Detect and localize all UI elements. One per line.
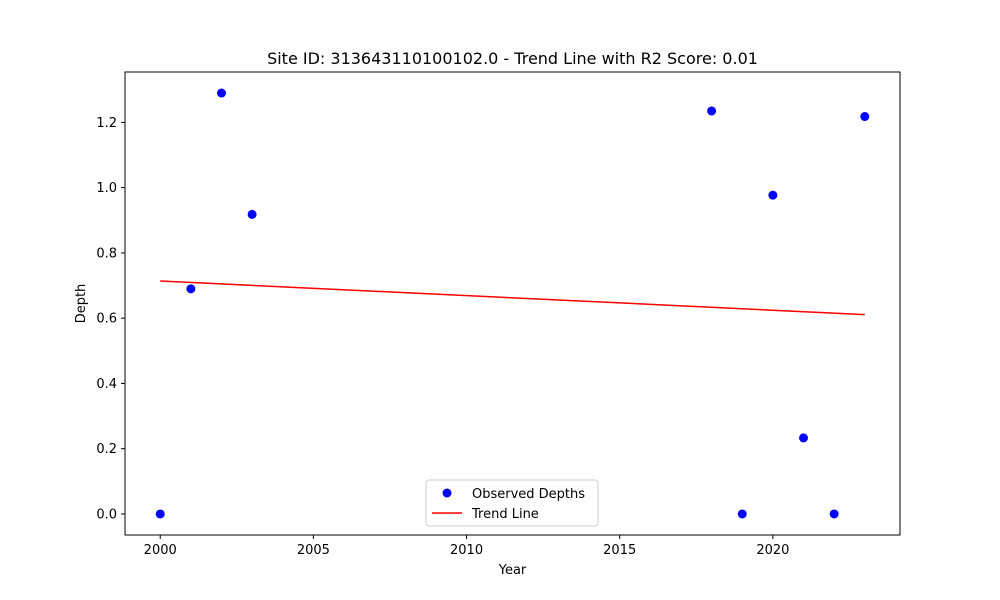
data-point [707, 106, 717, 116]
legend-label-trend-line: Trend Line [471, 507, 539, 522]
data-point [768, 190, 778, 200]
x-tick-label: 2000 [144, 543, 177, 558]
data-point [186, 284, 196, 294]
y-tick-label: 0.4 [96, 377, 117, 392]
x-tick-label: 2015 [603, 543, 636, 558]
trend-line [160, 280, 865, 316]
data-point [737, 509, 747, 519]
x-tick-label: 2020 [756, 543, 789, 558]
data-point [247, 209, 257, 219]
y-tick-label: 0.6 [96, 312, 117, 327]
x-tick-label: 2010 [450, 543, 483, 558]
series-layer [155, 88, 870, 519]
x-tick-label: 2005 [297, 543, 330, 558]
legend: Observed Depths Trend Line [425, 479, 599, 527]
data-point [155, 509, 165, 519]
x-axis: 2000 2005 2010 2015 2020 [144, 535, 789, 558]
plot-frame [124, 71, 901, 536]
plot-area [124, 71, 901, 536]
y-axis-title: Depth [74, 284, 89, 324]
y-tick-label: 1.0 [96, 181, 117, 196]
data-point [216, 88, 226, 98]
data-point [829, 509, 839, 519]
y-axis: 0.0 0.2 0.4 0.6 0.8 1.0 1.2 [96, 116, 125, 522]
y-tick-label: 0.8 [96, 246, 117, 261]
y-tick-label: 1.2 [96, 116, 117, 131]
legend-label-observed-depths: Observed Depths [472, 487, 585, 502]
x-axis-title: Year [498, 563, 527, 578]
y-tick-label: 0.2 [96, 442, 117, 457]
data-point [860, 112, 870, 122]
chart-title: Site ID: 313643110100102.0 - Trend Line … [267, 49, 758, 68]
y-tick-label: 0.0 [96, 507, 117, 522]
data-point [799, 433, 809, 443]
legend-box [425, 479, 599, 527]
legend-marker-observed-depths [442, 488, 452, 498]
